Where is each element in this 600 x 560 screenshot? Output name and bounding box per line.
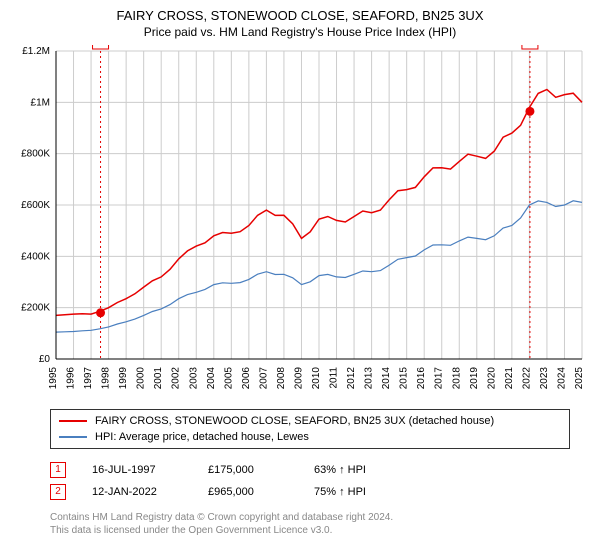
marker-price-2: £965,000: [208, 481, 288, 503]
chart-title-line1: FAIRY CROSS, STONEWOOD CLOSE, SEAFORD, B…: [10, 8, 590, 23]
svg-text:2022: 2022: [521, 367, 532, 390]
marker-row-1: 1 16-JUL-1997 £175,000 63% ↑ HPI: [50, 459, 590, 481]
marker-date-2: 12-JAN-2022: [92, 481, 182, 503]
legend-row-price-paid: FAIRY CROSS, STONEWOOD CLOSE, SEAFORD, B…: [59, 413, 561, 429]
svg-text:2023: 2023: [539, 367, 550, 390]
marker-hpi-2: 75% ↑ HPI: [314, 481, 394, 503]
svg-text:1998: 1998: [101, 367, 112, 390]
svg-text:2017: 2017: [434, 367, 445, 390]
svg-text:2016: 2016: [416, 367, 427, 390]
svg-text:2007: 2007: [258, 367, 269, 390]
legend-swatch-hpi: [59, 436, 87, 438]
svg-text:2004: 2004: [206, 367, 217, 390]
marker-date-1: 16-JUL-1997: [92, 459, 182, 481]
marker-table: 1 16-JUL-1997 £175,000 63% ↑ HPI 2 12-JA…: [50, 459, 590, 503]
svg-text:£600K: £600K: [21, 200, 50, 211]
svg-text:2020: 2020: [486, 367, 497, 390]
svg-text:2009: 2009: [293, 367, 304, 390]
svg-text:2021: 2021: [504, 367, 515, 390]
svg-text:£200K: £200K: [21, 303, 50, 314]
chart-title-line2: Price paid vs. HM Land Registry's House …: [10, 25, 590, 39]
svg-text:£400K: £400K: [21, 251, 50, 262]
svg-text:£800K: £800K: [21, 149, 50, 160]
svg-text:2014: 2014: [381, 367, 392, 390]
marker-hpi-1: 63% ↑ HPI: [314, 459, 394, 481]
svg-text:2003: 2003: [188, 367, 199, 390]
legend-box: FAIRY CROSS, STONEWOOD CLOSE, SEAFORD, B…: [50, 409, 570, 449]
svg-text:1997: 1997: [83, 367, 94, 390]
svg-text:£0: £0: [39, 354, 51, 365]
svg-text:2025: 2025: [574, 367, 585, 390]
svg-text:2024: 2024: [556, 367, 567, 390]
marker-badge-2: 2: [50, 484, 66, 500]
marker-price-1: £175,000: [208, 459, 288, 481]
marker-row-2: 2 12-JAN-2022 £965,000 75% ↑ HPI: [50, 481, 590, 503]
svg-text:2005: 2005: [223, 367, 234, 390]
footer-line-1: Contains HM Land Registry data © Crown c…: [50, 511, 590, 524]
legend-label-price-paid: FAIRY CROSS, STONEWOOD CLOSE, SEAFORD, B…: [95, 413, 494, 429]
svg-text:2010: 2010: [311, 367, 322, 390]
chart-area: £0 £200K £400K £600K £800K £1M £1.2M 1995 1996 19…: [10, 45, 590, 403]
svg-text:2018: 2018: [451, 367, 462, 390]
svg-text:2019: 2019: [469, 367, 480, 390]
svg-text:1995: 1995: [48, 367, 59, 390]
svg-text:2008: 2008: [276, 367, 287, 390]
footer-attribution: Contains HM Land Registry data © Crown c…: [50, 511, 590, 537]
svg-text:1: 1: [98, 45, 104, 48]
svg-text:£1.2M: £1.2M: [22, 46, 50, 57]
marker-badge-1: 1: [50, 462, 66, 478]
svg-text:2015: 2015: [399, 367, 410, 390]
svg-text:2: 2: [527, 45, 533, 48]
svg-text:£1M: £1M: [31, 97, 50, 108]
svg-text:1999: 1999: [118, 367, 129, 390]
svg-text:2012: 2012: [346, 367, 357, 390]
svg-text:2011: 2011: [329, 367, 340, 389]
footer-line-2: This data is licensed under the Open Gov…: [50, 524, 590, 537]
svg-text:1996: 1996: [66, 367, 77, 390]
svg-text:2006: 2006: [241, 367, 252, 390]
legend-swatch-price-paid: [59, 420, 87, 422]
legend-label-hpi: HPI: Average price, detached house, Lewe…: [95, 429, 309, 445]
line-chart-svg: £0 £200K £400K £600K £800K £1M £1.2M 1995 1996 19…: [10, 45, 590, 403]
svg-text:2002: 2002: [171, 367, 182, 390]
svg-text:2001: 2001: [153, 367, 164, 390]
svg-text:2013: 2013: [364, 367, 375, 390]
svg-text:2000: 2000: [136, 367, 147, 390]
legend-row-hpi: HPI: Average price, detached house, Lewe…: [59, 429, 561, 445]
